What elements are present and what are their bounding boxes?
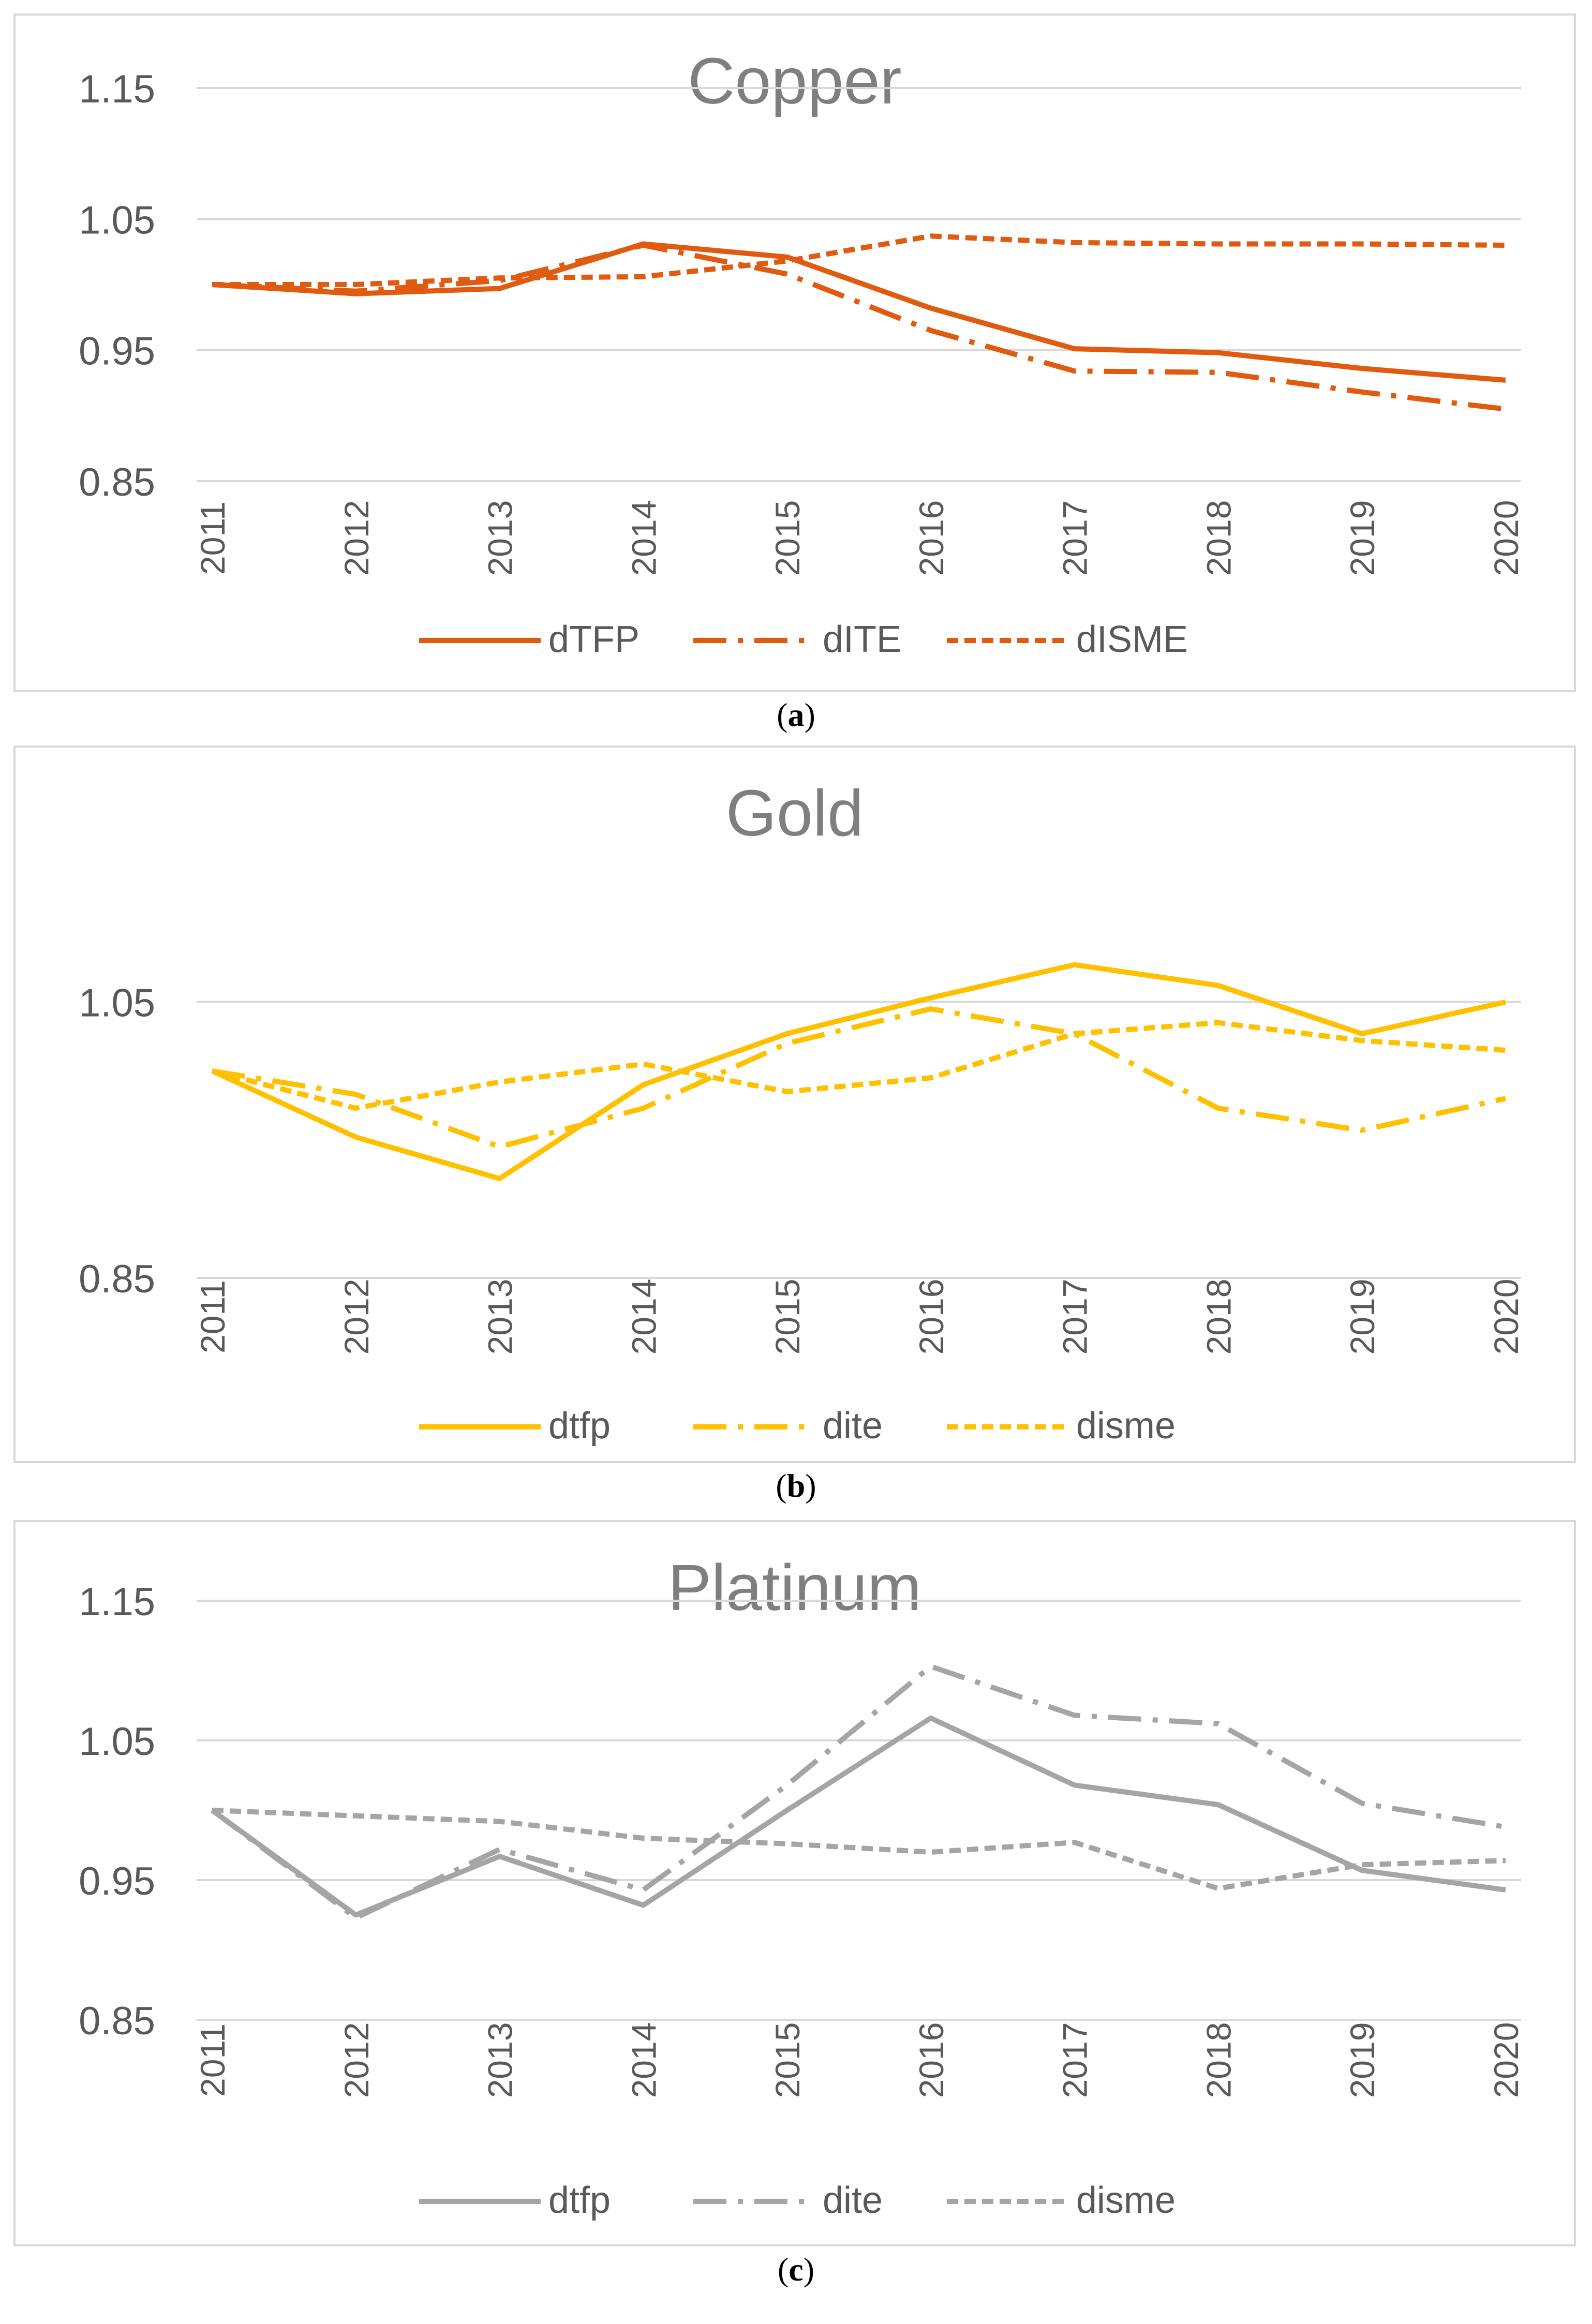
x-tick-label-gold-2011: 2011 [194, 1280, 232, 1353]
series-line-copper-dTFP [212, 241, 1506, 383]
x-tick-label-gold-2017: 2017 [1056, 1279, 1094, 1355]
x-tick-label-copper-2017: 2017 [1056, 500, 1094, 576]
legend-label-gold-disme: disme [1076, 1405, 1176, 1447]
chart-svg-gold: Gold 1.05 0.85 2011 2012 2013 2014 2015 2016 2017… [79, 777, 1525, 1447]
x-tick-label-gold-2014: 2014 [624, 1279, 663, 1355]
caption-c: (c) [777, 2251, 815, 2288]
x-tick-label-platinum-2015: 2015 [768, 2022, 807, 2098]
series-line-platinum-dite [211, 1663, 1506, 1920]
chart-panel-copper: Copper 1.15 1.05 0.95 0.85 2011 2012 2013 2014 20… [13, 13, 1576, 692]
x-tick-label-copper-2020: 2020 [1487, 500, 1525, 576]
x-tick-label-gold-2013: 2013 [481, 1279, 519, 1355]
series-line-gold-dtfp [211, 962, 1507, 1181]
x-tick-label-platinum-2011: 2011 [194, 2023, 232, 2097]
x-tick-label-platinum-2016: 2016 [912, 2022, 950, 2098]
x-tick-label-gold-2019: 2019 [1343, 1279, 1381, 1355]
legend-label-gold-dtfp: dtfp [548, 1405, 611, 1447]
chart-svg-copper: Copper 1.15 1.05 0.95 0.85 2011 2012 2013 2014 20… [79, 44, 1525, 660]
legend-label-platinum-dite: dite [823, 2180, 883, 2221]
legend-label-copper-dTFP: dTFP [548, 619, 639, 660]
x-tick-label-copper-2013: 2013 [481, 500, 519, 576]
y-tick-label-copper-0: 1.15 [79, 67, 155, 111]
series-line-gold-dite [212, 1006, 1507, 1150]
chart-title-copper: Copper [688, 44, 901, 117]
x-tick-label-platinum-2019: 2019 [1343, 2022, 1381, 2098]
y-tick-label-gold-0: 1.05 [79, 981, 155, 1025]
series-line-platinum-disme [212, 1808, 1506, 1891]
y-tick-label-platinum-3: 0.85 [79, 1999, 155, 2043]
legend-label-copper-dISME: dISME [1076, 619, 1188, 660]
x-tick-label-platinum-2020: 2020 [1487, 2022, 1525, 2098]
series-line-gold-disme [211, 1020, 1506, 1111]
y-tick-label-platinum-0: 1.15 [79, 1580, 155, 1624]
x-tick-label-gold-2020: 2020 [1487, 1279, 1525, 1355]
caption-b: (b) [776, 1467, 816, 1504]
x-tick-label-gold-2018: 2018 [1199, 1279, 1238, 1355]
caption-a: (a) [777, 696, 815, 733]
y-tick-label-platinum-2: 0.95 [79, 1859, 155, 1903]
x-tick-label-copper-2015: 2015 [768, 500, 807, 576]
series-line-copper-dITE [212, 243, 1506, 412]
x-tick-label-platinum-2017: 2017 [1056, 2022, 1094, 2098]
y-tick-label-copper-3: 0.85 [79, 460, 155, 504]
series-line-copper-dISME [212, 233, 1506, 287]
x-tick-label-copper-2012: 2012 [337, 500, 376, 576]
x-tick-label-gold-2015: 2015 [768, 1279, 807, 1355]
x-tick-label-copper-2014: 2014 [624, 500, 663, 576]
y-tick-label-copper-2: 0.95 [79, 330, 155, 374]
x-tick-label-platinum-2014: 2014 [624, 2022, 663, 2098]
chart-svg-platinum: Platinum 1.15 1.05 0.95 0.85 2011 2012 2013 2014… [79, 1551, 1525, 2221]
x-tick-label-copper-2016: 2016 [912, 500, 950, 576]
legend-label-copper-dITE: dITE [823, 619, 901, 660]
chart-panel-gold: Gold 1.05 0.85 2011 2012 2013 2014 2015 2016 2017… [13, 746, 1576, 1463]
x-tick-label-platinum-2012: 2012 [337, 2022, 376, 2098]
chart-panel-platinum: Platinum 1.15 1.05 0.95 0.85 2011 2012 2013 2014… [13, 1520, 1576, 2246]
legend-label-platinum-dtfp: dtfp [548, 2180, 611, 2221]
x-tick-label-platinum-2018: 2018 [1199, 2022, 1238, 2098]
x-tick-label-gold-2016: 2016 [912, 1279, 950, 1355]
x-tick-label-platinum-2013: 2013 [481, 2022, 519, 2098]
chart-title-platinum: Platinum [668, 1551, 921, 1624]
y-tick-label-gold-1: 0.85 [79, 1257, 155, 1301]
x-tick-label-copper-2011: 2011 [194, 501, 232, 575]
chart-title-gold: Gold [726, 777, 864, 850]
x-tick-label-gold-2012: 2012 [337, 1279, 376, 1355]
y-tick-label-platinum-1: 1.05 [79, 1720, 155, 1764]
x-tick-label-copper-2018: 2018 [1199, 500, 1238, 576]
x-tick-label-copper-2019: 2019 [1343, 500, 1381, 576]
legend-label-platinum-disme: disme [1076, 2180, 1176, 2221]
y-tick-label-copper-1: 1.05 [79, 198, 155, 242]
legend-label-gold-dite: dite [823, 1405, 883, 1447]
